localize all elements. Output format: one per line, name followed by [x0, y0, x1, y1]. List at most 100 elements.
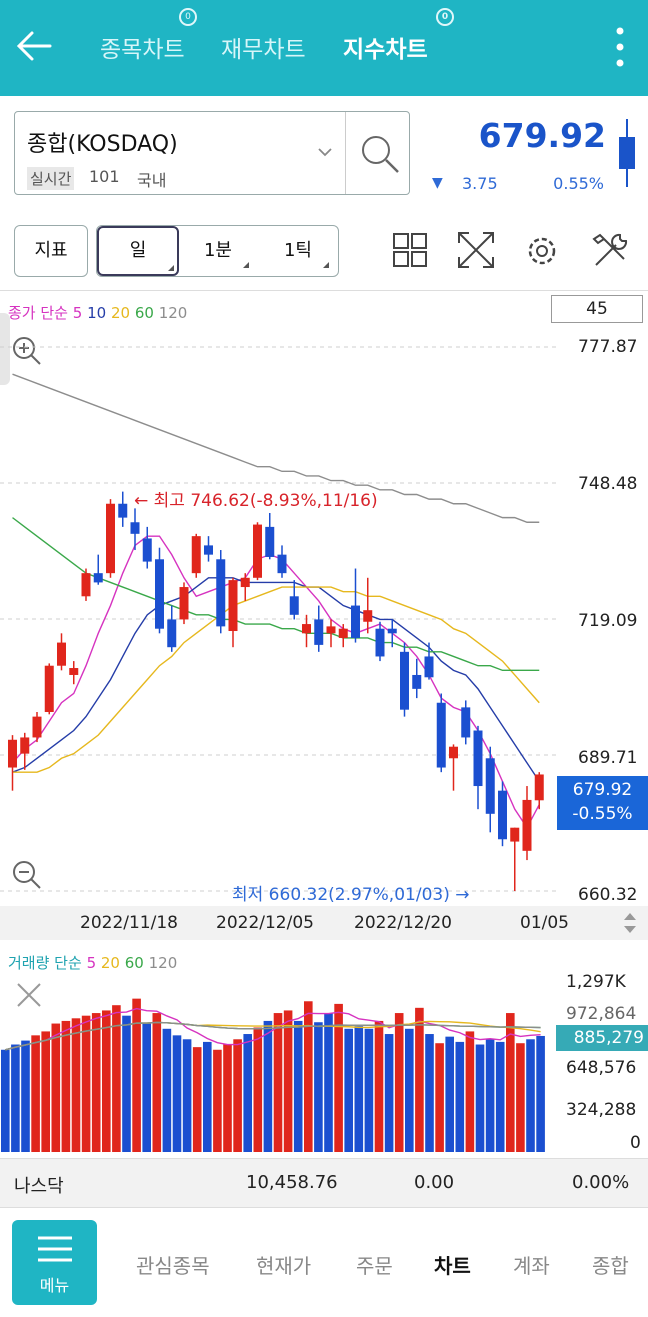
period-1tick-button[interactable]: 1틱: [259, 226, 337, 276]
candle: [449, 744, 458, 791]
search-icon[interactable]: [358, 132, 402, 176]
candle-count-box[interactable]: 45: [551, 295, 643, 323]
candle: [20, 732, 30, 770]
stock-name: 종합(KOSDAQ): [27, 132, 178, 157]
menu-label: 메뉴: [39, 1276, 70, 1295]
volume-bar: [283, 1010, 293, 1152]
volume-bar: [495, 1041, 505, 1152]
candle: [498, 781, 507, 847]
candle: [351, 568, 360, 643]
nav-chart[interactable]: 차트: [434, 1254, 471, 1278]
side-handle[interactable]: [0, 313, 10, 385]
y-label: 748.48: [578, 474, 638, 494]
volume-bar: [102, 1010, 111, 1152]
index-ticker-row[interactable]: 나스닥 10,458.76 0.00 0.00%: [0, 1158, 648, 1207]
candle: [412, 658, 422, 699]
nav-order[interactable]: 주문: [356, 1254, 393, 1278]
y-label: 660.32: [578, 885, 638, 905]
volume-chart[interactable]: [0, 972, 560, 1154]
volume-bar: [425, 1034, 434, 1152]
x-label: 01/05: [520, 913, 569, 933]
volume-bar: [162, 1028, 172, 1152]
volume-bar: [182, 1039, 192, 1152]
volume-legend: 거래량 단순 5 20 60 120: [8, 952, 177, 973]
menu-button[interactable]: 메뉴: [12, 1220, 97, 1305]
legend-ma120: 120: [148, 954, 178, 972]
chevron-down-icon[interactable]: [317, 146, 333, 158]
legend-ma120: 120: [158, 304, 188, 322]
zoom-out-icon[interactable]: [10, 858, 44, 892]
period-1min-button[interactable]: 1분: [179, 226, 257, 276]
tab-label: 재무차트: [221, 37, 306, 63]
tab-finance-chart[interactable]: 재무차트: [221, 30, 306, 64]
volume-bar: [384, 1034, 394, 1152]
divider: [345, 112, 346, 194]
corner-mark: [323, 262, 329, 268]
nav-overview[interactable]: 종합: [592, 1254, 629, 1278]
candle: [534, 772, 544, 810]
candle: [510, 827, 520, 891]
volume-bar: [506, 1013, 515, 1152]
tools-icon[interactable]: [590, 231, 630, 271]
resize-arrows-icon[interactable]: [620, 910, 640, 936]
nav-watchlist[interactable]: 관심종목: [136, 1254, 210, 1278]
back-arrow-icon[interactable]: [14, 26, 54, 66]
volume-bar: [314, 1022, 323, 1152]
tab-index-chart[interactable]: 지수차트 0: [343, 8, 454, 64]
current-volume-tag: 885,279: [556, 1025, 648, 1051]
volume-bar: [21, 1040, 30, 1152]
volume-bar: [152, 1013, 162, 1152]
nav-current-price[interactable]: 현재가: [256, 1254, 312, 1278]
volume-bar: [465, 1031, 475, 1152]
candle: [326, 619, 336, 648]
volume-bar: [223, 1044, 232, 1152]
candle: [179, 582, 189, 625]
volume-bar: [253, 1027, 263, 1152]
realtime-tag: 실시간: [27, 167, 75, 190]
legend-prefix: 종가 단순: [8, 304, 68, 322]
tab-label: 지수차트: [343, 37, 428, 63]
candle: [338, 624, 348, 648]
badge-icon: 0: [436, 8, 454, 26]
indicator-button[interactable]: 지표: [14, 225, 88, 277]
candle: [191, 533, 201, 578]
stock-market: 국내: [137, 171, 167, 190]
tab-stock-chart[interactable]: 종목차트 0: [100, 8, 197, 64]
x-label: 2022/12/05: [216, 913, 314, 933]
vol-y-label: 324,288: [566, 1100, 637, 1120]
candle: [130, 508, 140, 551]
volume-bar: [192, 1047, 202, 1152]
high-annotation-text: 최고 746.62(-8.93%,11/16): [153, 491, 378, 511]
x-axis: [0, 906, 648, 940]
ma-line-5: [11, 535, 540, 830]
gear-icon[interactable]: [522, 231, 562, 271]
volume-bar: [526, 1039, 535, 1152]
high-annotation: ← 최고 746.62(-8.93%,11/16): [134, 491, 378, 511]
badge-icon: 0: [179, 8, 197, 26]
legend-ma5: 5: [86, 954, 97, 972]
candle: [424, 642, 434, 680]
volume-bar: [415, 1007, 424, 1152]
candle: [204, 536, 213, 562]
grid-icon[interactable]: [392, 232, 428, 268]
price-chart[interactable]: [0, 320, 560, 905]
zoom-in-icon[interactable]: [10, 334, 44, 368]
candle: [216, 550, 226, 634]
volume-bar: [51, 1023, 61, 1152]
expand-icon[interactable]: [456, 230, 496, 270]
y-label: 777.87: [578, 337, 638, 357]
period-label: 1분: [203, 240, 232, 261]
more-vertical-icon[interactable]: [612, 25, 628, 69]
stock-selector[interactable]: 종합(KOSDAQ) 실시간 101 국내: [14, 111, 410, 195]
corner-mark: [168, 265, 174, 271]
nav-account[interactable]: 계좌: [513, 1254, 550, 1278]
ma-line-120: [12, 373, 540, 523]
volume-bar: [374, 1020, 384, 1152]
mini-candle-icon: [619, 119, 635, 187]
candle: [277, 545, 287, 578]
candle: [375, 621, 385, 662]
period-day-button[interactable]: 일: [97, 226, 179, 276]
legend-prefix: 거래량 단순: [8, 954, 82, 972]
close-icon[interactable]: [14, 980, 44, 1010]
candle: [436, 693, 446, 773]
